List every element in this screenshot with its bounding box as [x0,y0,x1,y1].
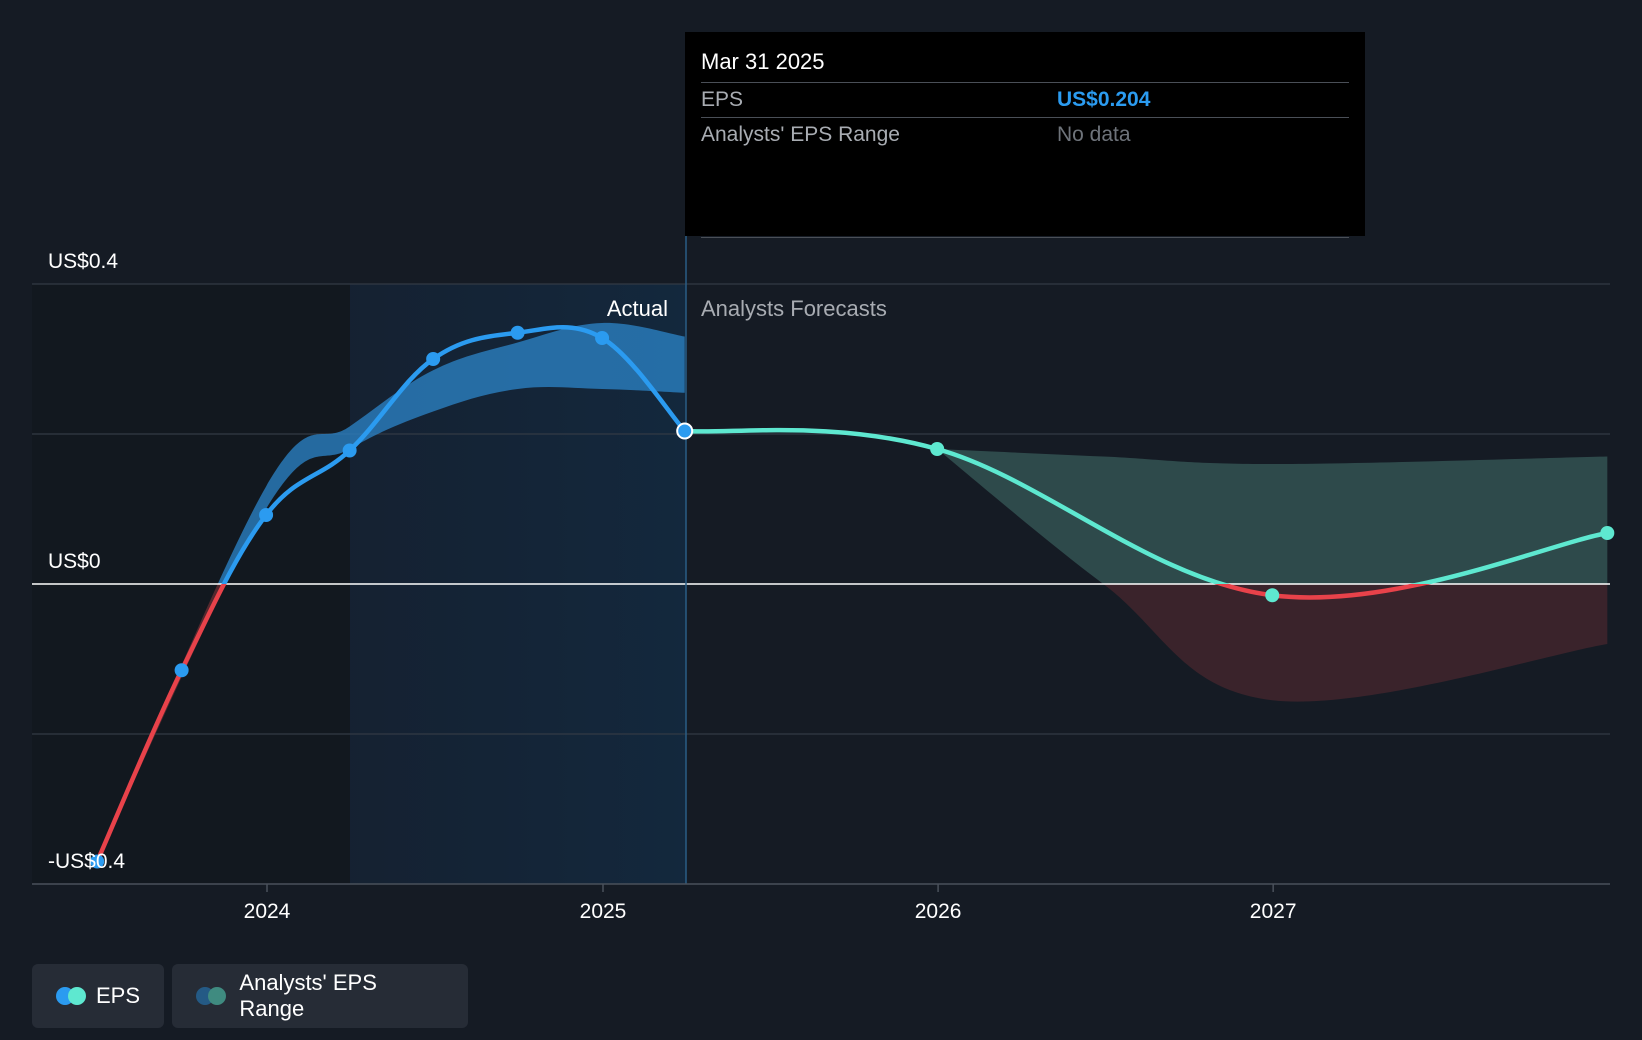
y-tick-label-1: US$0 [48,550,101,573]
forecast-section-label: Analysts Forecasts [701,296,887,321]
actual-eps-range-area [217,322,685,584]
x-tick-label-2024: 2024 [244,900,291,923]
legend-item-eps-range[interactable]: Analysts' EPS Range [172,964,468,1028]
actual-eps-point-2024-09-30[interactable] [510,325,525,340]
forecast-eps-point-2025-12-31[interactable] [930,442,945,456]
y-tick-label-2: -US$0.4 [48,850,125,873]
eps-points [90,325,1615,869]
tooltip-footer-divider [701,152,1349,238]
tooltip-range-label: Analysts' EPS Range [701,123,900,146]
actual-eps-point-2023-06-30[interactable] [90,854,105,869]
legend-item-eps[interactable]: EPS [32,964,164,1028]
y-tick-label-0: US$0.4 [48,250,118,273]
forecast-eps-range-area-negative [1103,584,1608,702]
eps-range-legend-icon [196,987,227,1005]
legend-eps-label: EPS [95,983,140,1008]
gridlines [32,283,1610,735]
forecast-eps-line [682,427,1610,584]
x-tick-label-2027: 2027 [1250,900,1297,923]
x-axis-labels: 2024 2025 2026 2027 [244,884,1297,923]
legend-range-label: Analysts' EPS Range [239,970,377,1021]
actual-section-label: Actual [607,296,668,321]
forecast-eps-range-area [937,449,1608,584]
actual-eps-point-2024-03-31[interactable] [342,443,357,458]
forecast-eps-point-2026-12-31[interactable] [1265,588,1280,603]
eps-legend-icon [56,987,86,1005]
tooltip-date: Mar 31 2025 [701,32,1349,83]
actual-eps-point-2024-12-31[interactable] [595,331,610,345]
tooltip-row-range: Analysts' EPS Range No data [701,118,1349,152]
actual-eps-point-2023-09-30[interactable] [174,663,189,678]
tooltip-range-value: No data [1057,123,1131,146]
actual-eps-line [221,325,687,584]
x-tick-label-2025: 2025 [580,900,627,923]
forecast-eps-point-2027-12-31[interactable] [1600,526,1615,540]
actual-eps-point-2024-06-30[interactable] [426,352,441,366]
tooltip: Mar 31 2025 EPS US$0.204 Analysts' EPS R… [685,32,1365,238]
tooltip-eps-label: EPS [701,88,744,111]
x-tick-label-2026: 2026 [915,900,962,923]
y-axis-labels: US$0.4 US$0 -US$0.4 [48,250,125,873]
tooltip-eps-value: US$0.204 [1057,88,1151,111]
actual-eps-point-2025-03-31[interactable] [676,422,694,440]
actual-eps-point-2023-12-31[interactable] [259,508,274,522]
tooltip-row-eps: EPS US$0.204 [701,83,1349,118]
